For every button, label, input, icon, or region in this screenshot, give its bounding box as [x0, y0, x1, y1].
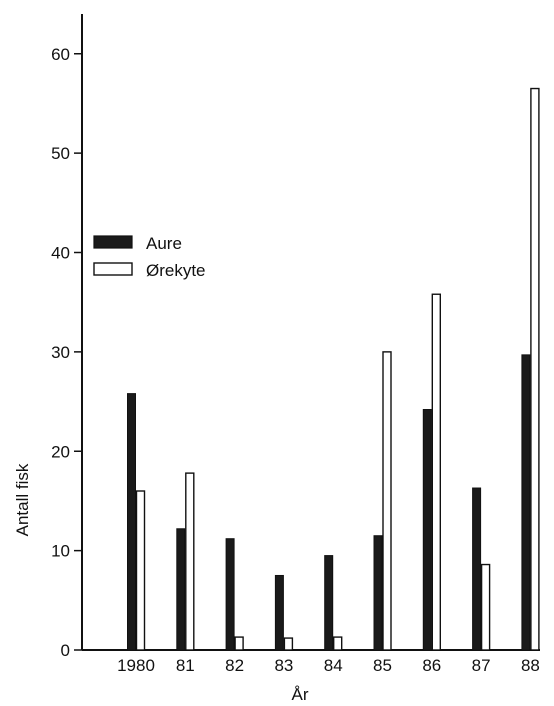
- y-axis-title: Antall fisk: [13, 463, 32, 536]
- axes: [81, 14, 540, 651]
- y-tick-label: 30: [51, 343, 70, 362]
- x-tick-label: 85: [373, 656, 392, 675]
- y-ticks: 0 10 20 30 40 50 60: [51, 45, 82, 660]
- x-tick-label: 84: [324, 656, 343, 675]
- x-tick-label: 82: [225, 656, 244, 675]
- legend-swatch-orekyte: [93, 262, 133, 276]
- x-tick-label: 1980: [117, 656, 155, 675]
- bar-orekyte-81: [185, 472, 195, 651]
- bar-orekyte-84: [333, 636, 343, 651]
- x-axis-title: År: [292, 685, 309, 704]
- legend-swatch-aure: [93, 235, 133, 249]
- x-tick-label: 88: [521, 656, 540, 675]
- y-tick-label: 50: [51, 144, 70, 163]
- x-tick-label: 87: [472, 656, 491, 675]
- x-tick-label: 83: [274, 656, 293, 675]
- bar-aure-85: [373, 535, 383, 651]
- bar-aure-83: [274, 574, 284, 651]
- bar-aure-84: [324, 555, 334, 651]
- bar-aure-82: [225, 538, 235, 651]
- y-tick-label: 60: [51, 45, 70, 64]
- bar-orekyte-1980: [135, 490, 146, 651]
- bar-orekyte-86: [431, 293, 441, 651]
- x-tick-label: 81: [176, 656, 195, 675]
- bar-orekyte-82: [234, 636, 244, 651]
- y-tick-label: 20: [51, 442, 70, 461]
- bar-orekyte-83: [283, 637, 294, 651]
- bar-aure-1980: [127, 393, 136, 651]
- bar-orekyte-87: [480, 563, 491, 651]
- bar-orekyte-88: [530, 87, 540, 651]
- bar-aure-88: [521, 354, 531, 651]
- bar-orekyte-85: [382, 351, 392, 651]
- x-tick-label: 86: [422, 656, 441, 675]
- legend-label-orekyte: Ørekyte: [146, 261, 206, 280]
- legend: Aure Ørekyte: [93, 234, 206, 280]
- x-tick-labels: 1980 81 82 83 84 85 86 87 88: [117, 656, 540, 675]
- legend-label-aure: Aure: [146, 234, 182, 253]
- y-tick-label: 40: [51, 244, 70, 263]
- y-tick-label: 10: [51, 542, 70, 561]
- y-tick-label: 0: [61, 641, 70, 660]
- bars: [127, 87, 540, 651]
- bar-aure-81: [176, 528, 186, 651]
- bar-aure-86: [422, 409, 432, 651]
- bar-aure-87: [472, 487, 482, 651]
